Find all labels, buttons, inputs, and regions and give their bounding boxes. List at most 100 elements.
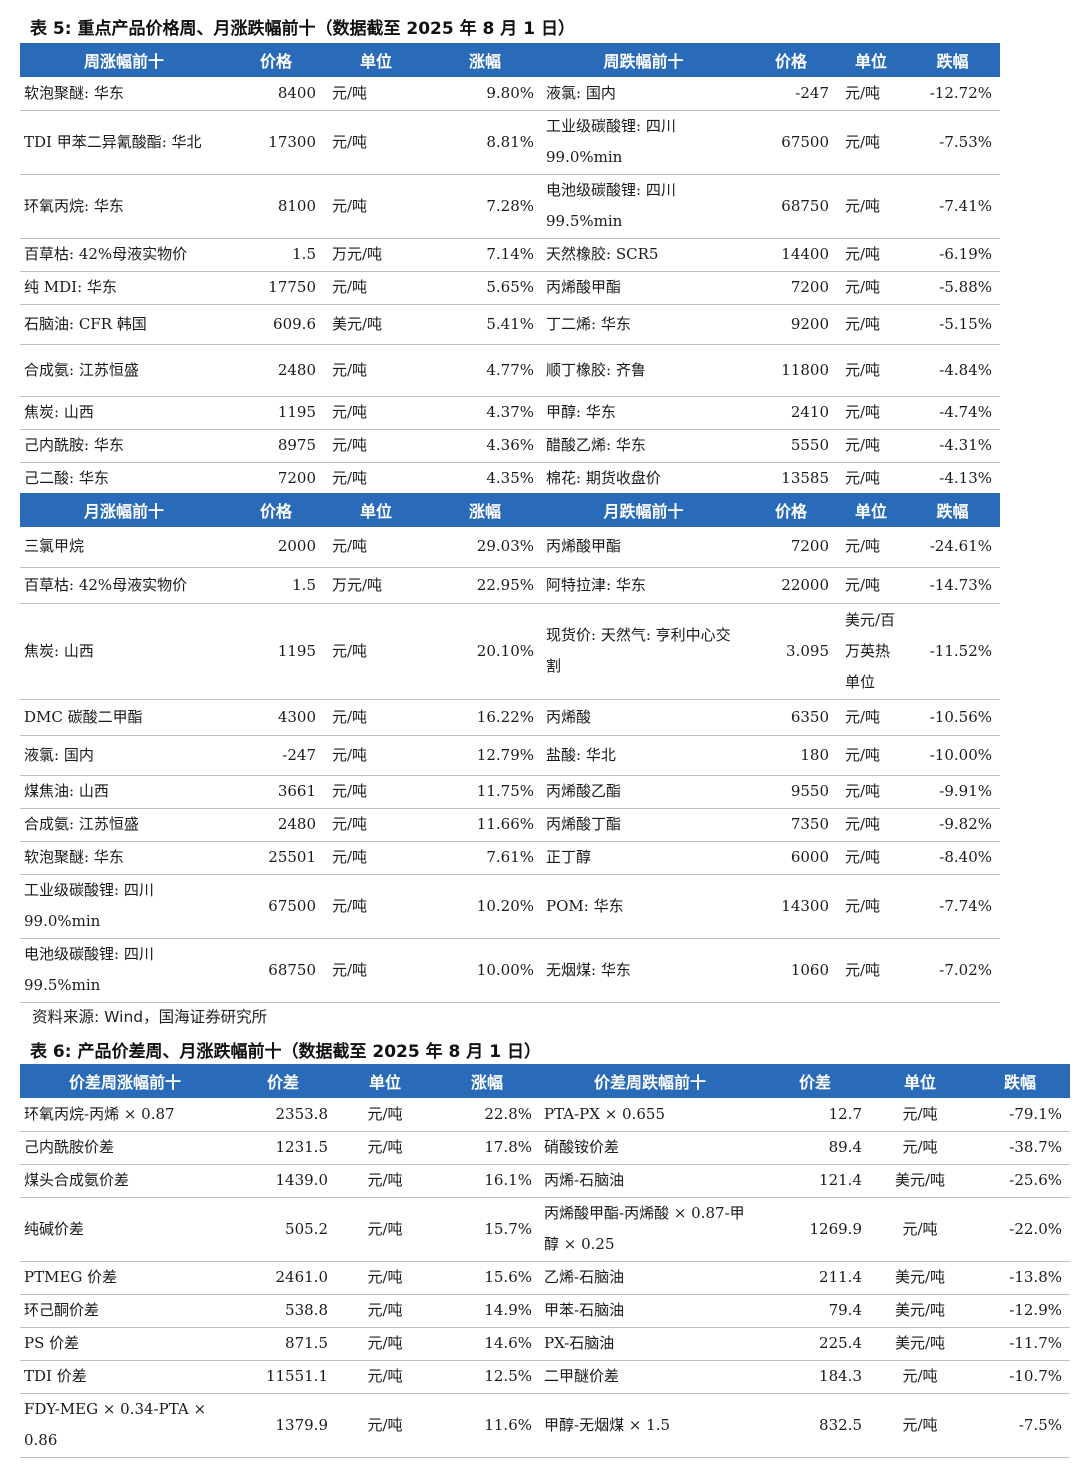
cell-name: 石脑油: CFR 韩国 <box>20 304 228 345</box>
cell-unit: 元/吨 <box>324 271 428 305</box>
cell-unit2: 元/吨 <box>870 1360 970 1394</box>
table5-weekly-body: 软泡聚醚: 华东 8400 元/吨 9.80% 液氯: 国内 -247 元/吨 -12.72%… <box>20 77 1000 496</box>
cell-unit: 元/吨 <box>324 808 428 842</box>
cell-price: 2000 <box>228 527 324 568</box>
table5-monthly-body: 三氯甲烷 2000 元/吨 29.03% 丙烯酸甲酯 7200 元/吨 -24.61% 百草枯:… <box>20 527 1000 1003</box>
cell-unit: 元/吨 <box>324 699 428 736</box>
cell-unit: 万元/吨 <box>324 238 428 272</box>
cell-unit: 元/吨 <box>324 938 428 1003</box>
table-row: PTMEG 价差 2461.0 元/吨 15.6% 乙烯-石脑油 211.4 美元/吨 -13… <box>20 1261 1070 1295</box>
table-row: 己内酰胺: 华东 8975 元/吨 4.36% 醋酸乙烯: 华东 5550 元/吨 -4.31… <box>20 429 1000 463</box>
cell-price2: 225.4 <box>760 1327 870 1361</box>
source-note: 资料来源: Wind，国海证券研究所 <box>32 1008 268 1026</box>
cell-price: 67500 <box>228 874 324 939</box>
cell-name: 百草枯: 42%母液实物价 <box>20 567 228 604</box>
table-row: 百草枯: 42%母液实物价 1.5 万元/吨 7.14% 天然橡胶: SCR5 14400… <box>20 238 1000 272</box>
cell-price2: 7200 <box>745 271 837 305</box>
header-name2: 月跌幅前十 <box>542 493 745 527</box>
cell-change: 12.79% <box>428 735 542 776</box>
cell-price2: 3.095 <box>745 603 837 700</box>
cell-change2: -7.02% <box>905 938 1000 1003</box>
cell-price2: 68750 <box>745 174 837 239</box>
cell-unit2: 元/吨 <box>837 699 905 736</box>
cell-change2: -5.88% <box>905 271 1000 305</box>
cell-change2: -8.40% <box>905 841 1000 875</box>
table5-weekly: 周涨幅前十 价格 单位 涨幅 周跌幅前十 价格 单位 跌幅 软泡聚醚: 华东 8400 元/吨 9.… <box>20 43 1000 496</box>
table-row: 煤头合成氨价差 1439.0 元/吨 16.1% 丙烯-石脑油 121.4 美元/吨 -25.… <box>20 1164 1070 1198</box>
cell-unit2: 元/吨 <box>837 527 905 568</box>
cell-change2: -9.91% <box>905 775 1000 809</box>
cell-change2: -38.7% <box>970 1131 1070 1165</box>
cell-price2: 12.7 <box>760 1098 870 1132</box>
cell-price: 1379.9 <box>230 1393 336 1458</box>
header-price: 价格 <box>228 493 324 527</box>
header-name: 周涨幅前十 <box>20 43 228 77</box>
table-row: 环己酮价差 538.8 元/吨 14.9% 甲苯-石脑油 79.4 美元/吨 -12.9% <box>20 1294 1070 1328</box>
table-row: 纯 MDI: 华东 17750 元/吨 5.65% 丙烯酸甲酯 7200 元/吨 -5.88% <box>20 271 1000 305</box>
table5-monthly: 月涨幅前十 价格 单位 涨幅 月跌幅前十 价格 单位 跌幅 三氯甲烷 2000 元/吨 29.03%… <box>20 493 1000 1003</box>
cell-name: 环氧丙烷: 华东 <box>20 174 228 239</box>
cell-change2: -11.7% <box>970 1327 1070 1361</box>
header-change2: 跌幅 <box>905 43 1000 77</box>
header-price: 价差 <box>230 1064 336 1098</box>
cell-name: FDY-MEG × 0.34-PTA × 0.86 <box>20 1393 230 1458</box>
cell-price: -247 <box>228 735 324 776</box>
header-price: 价格 <box>228 43 324 77</box>
cell-name2: 丙烯酸乙酯 <box>542 775 745 809</box>
cell-unit2: 元/吨 <box>837 808 905 842</box>
cell-change: 20.10% <box>428 603 542 700</box>
cell-name2: 丙烯酸甲酯-丙烯酸 × 0.87-甲醇 × 0.25 <box>540 1197 760 1262</box>
cell-change: 7.28% <box>428 174 542 239</box>
cell-change: 15.6% <box>434 1261 540 1295</box>
cell-change: 4.35% <box>428 462 542 496</box>
cell-change2: -7.5% <box>970 1393 1070 1458</box>
cell-change: 16.1% <box>434 1164 540 1198</box>
cell-change2: -10.56% <box>905 699 1000 736</box>
table-row: 三氯甲烷 2000 元/吨 29.03% 丙烯酸甲酯 7200 元/吨 -24.61% <box>20 527 1000 568</box>
cell-name: PS 价差 <box>20 1327 230 1361</box>
cell-price: 8400 <box>228 77 324 111</box>
cell-change2: -7.74% <box>905 874 1000 939</box>
cell-change: 4.77% <box>428 344 542 397</box>
header-change2: 跌幅 <box>905 493 1000 527</box>
table6-header: 价差周涨幅前十 价差 单位 涨幅 价差周跌幅前十 价差 单位 跌幅 <box>20 1064 1070 1098</box>
cell-name2: 甲醇: 华东 <box>542 396 745 430</box>
cell-change2: -10.7% <box>970 1360 1070 1394</box>
cell-name2: 阿特拉津: 华东 <box>542 567 745 604</box>
cell-change: 16.22% <box>428 699 542 736</box>
cell-price: 871.5 <box>230 1327 336 1361</box>
header-unit: 单位 <box>324 43 428 77</box>
cell-unit2: 元/吨 <box>837 174 905 239</box>
cell-change: 22.95% <box>428 567 542 604</box>
table5-weekly-header: 周涨幅前十 价格 单位 涨幅 周跌幅前十 价格 单位 跌幅 <box>20 43 1000 77</box>
table-row: 己二酸: 华东 7200 元/吨 4.35% 棉花: 期货收盘价 13585 元/吨 -4.1… <box>20 462 1000 496</box>
cell-change2: -4.84% <box>905 344 1000 397</box>
table-row: TDI 甲苯二异氰酸酯: 华北 17300 元/吨 8.81% 工业级碳酸锂: 四川 9… <box>20 110 1000 175</box>
table-row: TDI 价差 11551.1 元/吨 12.5% 二甲醚价差 184.3 元/吨 -10.7% <box>20 1360 1070 1394</box>
cell-change2: -7.53% <box>905 110 1000 175</box>
cell-name2: 丙烯-石脑油 <box>540 1164 760 1198</box>
cell-change: 7.14% <box>428 238 542 272</box>
cell-change: 7.61% <box>428 841 542 875</box>
cell-name2: 电池级碳酸锂: 四川 99.5%min <box>542 174 745 239</box>
header-name: 月涨幅前十 <box>20 493 228 527</box>
cell-unit: 元/吨 <box>336 1327 434 1361</box>
cell-unit2: 元/吨 <box>837 429 905 463</box>
cell-price2: 67500 <box>745 110 837 175</box>
table-row: 石脑油: CFR 韩国 609.6 美元/吨 5.41% 丁二烯: 华东 9200 元/吨 -… <box>20 304 1000 345</box>
cell-unit2: 元/吨 <box>837 462 905 496</box>
cell-price: 1231.5 <box>230 1131 336 1165</box>
cell-name2: PX-石脑油 <box>540 1327 760 1361</box>
cell-unit2: 美元/百万英热单位 <box>837 603 905 700</box>
cell-unit: 元/吨 <box>336 1360 434 1394</box>
table-row: 合成氨: 江苏恒盛 2480 元/吨 4.77% 顺丁橡胶: 齐鲁 11800 元/吨 -4.… <box>20 344 1000 397</box>
table-row: DMC 碳酸二甲酯 4300 元/吨 16.22% 丙烯酸 6350 元/吨 -10.56% <box>20 699 1000 736</box>
table-row: 百草枯: 42%母液实物价 1.5 万元/吨 22.95% 阿特拉津: 华东 22000 元… <box>20 567 1000 604</box>
cell-price: 7200 <box>228 462 324 496</box>
cell-name: 三氯甲烷 <box>20 527 228 568</box>
cell-name: 环氧丙烷-丙烯 × 0.87 <box>20 1098 230 1132</box>
cell-unit2: 元/吨 <box>837 271 905 305</box>
cell-name: 焦炭: 山西 <box>20 396 228 430</box>
cell-name: 环己酮价差 <box>20 1294 230 1328</box>
table6-body: 环氧丙烷-丙烯 × 0.87 2353.8 元/吨 22.8% PTA-PX × 0.6… <box>20 1098 1070 1458</box>
